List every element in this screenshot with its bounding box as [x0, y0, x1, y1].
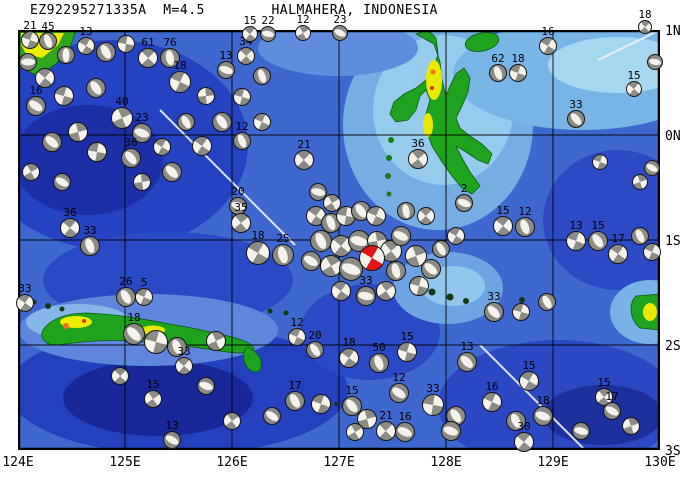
map-title: EZ92295271335A M=4.5 HALMAHERA, INDONESI… [30, 3, 439, 18]
halmahera-island [389, 30, 493, 195]
lon-tick-label: 130E [644, 455, 676, 470]
lat-tick-label: 1N [665, 24, 681, 39]
halmahera-highland [426, 60, 442, 100]
lon-tick-label: 124E [2, 455, 34, 470]
graticule [18, 30, 660, 450]
lat-tick-label: 3S [665, 444, 681, 459]
lon-tick-label: 125E [109, 455, 141, 470]
lon-tick-label: 127E [323, 455, 355, 470]
lon-tick-label: 126E [216, 455, 248, 470]
fault-lines [159, 30, 660, 450]
lat-tick-label: 0N [665, 129, 681, 144]
lat-tick-label: 1S [665, 234, 681, 249]
lon-tick-label: 128E [430, 455, 462, 470]
minahasa-tail [243, 346, 262, 373]
map-canvas [18, 30, 660, 450]
depth-label: 18 [638, 8, 652, 21]
lat-tick-label: 2S [665, 339, 681, 354]
lon-tick-label: 129E [537, 455, 569, 470]
basemap [18, 30, 660, 450]
morotai-island [464, 32, 500, 52]
